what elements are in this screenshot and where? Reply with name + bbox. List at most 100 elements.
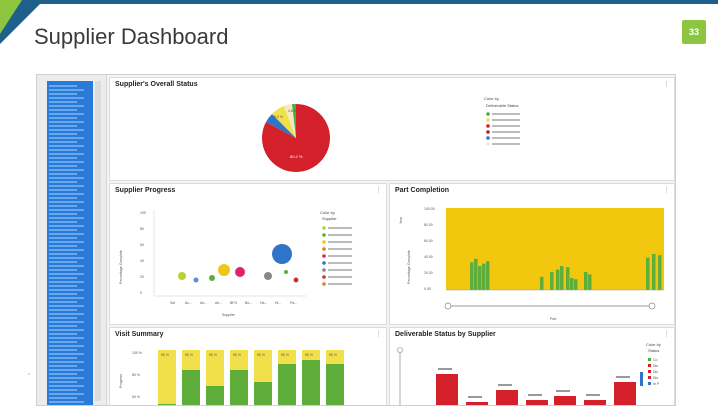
- sidebar-list-row[interactable]: [49, 189, 77, 191]
- bubble-bfg[interactable]: [235, 267, 245, 277]
- bubble-bo[interactable]: [264, 272, 272, 280]
- sidebar-list-row[interactable]: [49, 261, 77, 263]
- sidebar-list-row[interactable]: [49, 129, 84, 131]
- sidebar-list-row[interactable]: [49, 309, 77, 311]
- sidebar-list-row[interactable]: [49, 149, 77, 151]
- sidebar-list-row[interactable]: [49, 301, 77, 303]
- deliverable-bar[interactable]: [584, 400, 606, 406]
- bubble-pa[interactable]: [293, 277, 299, 283]
- deliverable-bar[interactable]: [554, 396, 576, 406]
- sidebar-list-row[interactable]: [49, 105, 84, 107]
- sidebar-list-row[interactable]: [49, 153, 84, 155]
- sidebar-list-row[interactable]: [49, 321, 84, 323]
- sidebar-list-row[interactable]: [49, 89, 84, 91]
- legend-scrollbar[interactable]: [640, 372, 643, 386]
- sidebar-list-row[interactable]: [49, 257, 84, 259]
- visit-bar-complete[interactable]: [158, 404, 176, 406]
- sidebar-list-row[interactable]: [49, 389, 77, 391]
- deliverable-bar[interactable]: [436, 374, 458, 406]
- sidebar-list-row[interactable]: [49, 325, 77, 327]
- sidebar-list-row[interactable]: [49, 401, 84, 403]
- panel-menu-icon[interactable]: ⋮: [375, 331, 382, 338]
- sidebar-list-row[interactable]: [49, 269, 77, 271]
- deliverable-bar[interactable]: [526, 400, 548, 406]
- visit-bar-complete[interactable]: [326, 364, 344, 406]
- visit-bar-complete[interactable]: [278, 364, 296, 406]
- sidebar-list-row[interactable]: [49, 117, 77, 119]
- bubble-ha[interactable]: [272, 244, 292, 264]
- panel-menu-icon[interactable]: ⋮: [375, 187, 382, 194]
- vertical-slider-handle[interactable]: [397, 347, 403, 353]
- sidebar-list-row[interactable]: [49, 161, 84, 163]
- sidebar-list-row[interactable]: [49, 253, 77, 255]
- sidebar-list-row[interactable]: [49, 285, 77, 287]
- sidebar-list-row[interactable]: [49, 109, 77, 111]
- deliverable-bar[interactable]: [466, 402, 488, 406]
- sidebar-list-row[interactable]: [49, 361, 84, 363]
- sidebar-list-row[interactable]: [49, 377, 84, 379]
- sidebar-list-row[interactable]: [49, 121, 84, 123]
- deliverable-bar[interactable]: [614, 382, 636, 406]
- sidebar-scrollbar[interactable]: [95, 81, 101, 401]
- bubble-ae1[interactable]: [209, 275, 215, 281]
- sidebar-list-row[interactable]: [49, 241, 84, 243]
- sidebar-list-row[interactable]: [49, 281, 84, 283]
- sidebar-list-row[interactable]: [49, 333, 77, 335]
- panel-menu-icon[interactable]: ⋮: [663, 331, 670, 338]
- sidebar-list-row[interactable]: [49, 393, 84, 395]
- deliverable-bar[interactable]: [496, 390, 518, 406]
- sidebar-list-row[interactable]: [49, 385, 84, 387]
- sidebar-list-row[interactable]: [49, 397, 77, 399]
- bubble-av[interactable]: [193, 277, 199, 283]
- sidebar-list-row[interactable]: [49, 277, 77, 279]
- sidebar-list-row[interactable]: [49, 137, 84, 139]
- visit-bar-pending[interactable]: [158, 350, 176, 406]
- sidebar-list-row[interactable]: [49, 97, 84, 99]
- sidebar-list-row[interactable]: [49, 293, 77, 295]
- sidebar-list-row[interactable]: [49, 193, 84, 195]
- sidebar-list-row[interactable]: [49, 133, 77, 135]
- sidebar-list-row[interactable]: [49, 237, 77, 239]
- sidebar-list-row[interactable]: [49, 369, 84, 371]
- bubble-3rd[interactable]: [178, 272, 186, 280]
- sidebar-list-row[interactable]: [49, 185, 84, 187]
- sidebar-list[interactable]: [47, 81, 93, 405]
- visit-bar-complete[interactable]: [302, 360, 320, 406]
- sidebar-list-row[interactable]: [49, 341, 77, 343]
- sidebar-list-row[interactable]: [49, 205, 77, 207]
- sidebar-list-row[interactable]: [49, 229, 77, 231]
- visit-bar-complete[interactable]: [182, 370, 200, 406]
- sidebar-list-row[interactable]: [49, 313, 84, 315]
- sidebar-list-row[interactable]: [49, 197, 77, 199]
- sidebar-list-row[interactable]: [49, 381, 77, 383]
- sidebar-list-row[interactable]: [49, 329, 84, 331]
- sidebar-list-row[interactable]: [49, 157, 77, 159]
- sidebar-list-row[interactable]: [49, 85, 77, 87]
- sidebar-list-row[interactable]: [49, 245, 77, 247]
- visit-bar-complete[interactable]: [254, 382, 272, 406]
- sidebar-list-row[interactable]: [49, 317, 77, 319]
- sidebar-list-row[interactable]: [49, 113, 84, 115]
- visit-bar-complete[interactable]: [206, 386, 224, 406]
- sidebar-list-row[interactable]: [49, 349, 77, 351]
- sidebar-list-row[interactable]: [49, 289, 84, 291]
- sidebar-list-row[interactable]: [49, 169, 84, 171]
- sidebar-list-row[interactable]: [49, 249, 84, 251]
- range-slider-handle-right[interactable]: [648, 302, 656, 310]
- bubble-hi[interactable]: [284, 270, 288, 274]
- sidebar-list-row[interactable]: [49, 353, 84, 355]
- sidebar-list-row[interactable]: [49, 209, 84, 211]
- sidebar-list-row[interactable]: [49, 357, 77, 359]
- sidebar-list-row[interactable]: [49, 125, 77, 127]
- range-slider-handle-left[interactable]: [444, 302, 452, 310]
- sidebar-list-row[interactable]: [49, 365, 77, 367]
- sidebar-list-row[interactable]: [49, 173, 77, 175]
- panel-menu-icon[interactable]: ⋮: [663, 187, 670, 194]
- sidebar-list-row[interactable]: [49, 297, 84, 299]
- sidebar-list-row[interactable]: [49, 101, 77, 103]
- sidebar-list-row[interactable]: [49, 165, 77, 167]
- sidebar-list-row[interactable]: [49, 273, 84, 275]
- sidebar-list-row[interactable]: [49, 345, 84, 347]
- sidebar-list-row[interactable]: [49, 141, 77, 143]
- sidebar-list-row[interactable]: [49, 265, 84, 267]
